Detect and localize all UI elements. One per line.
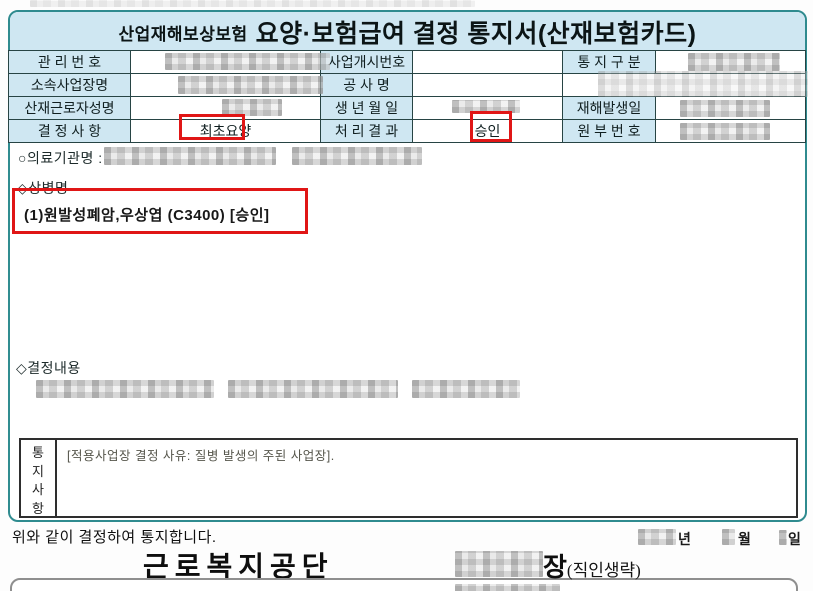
redacted-decision-2 [228, 380, 398, 398]
redacted-decision-1 [36, 380, 214, 398]
signer-line: 장 (직인생략) [543, 547, 641, 584]
table-row-decision: 결 정 사 항 최초요양 처 리 결 과 승인 원 부 번 호 [8, 119, 806, 143]
redacted-management-number [165, 53, 330, 70]
redacted-medical-org-2 [292, 147, 422, 165]
decision-content-label: ◇결정내용 [16, 360, 81, 376]
closing-statement: 위와 같이 결정하여 통지합니다. [12, 529, 217, 546]
redacted-workplace-name [178, 76, 323, 94]
seal-omitted-note: (직인생략) [566, 561, 641, 580]
label-management-number: 관 리 번 호 [8, 50, 131, 74]
redacted-medical-org-1 [104, 147, 276, 165]
table-row-management: 관 리 번 호 사업개시번호 통 지 구 분 [8, 50, 806, 74]
redacted-accident-date [680, 100, 770, 117]
label-worker-name: 산재근로자성명 [8, 96, 131, 120]
title-bar: 산업재해보상보험 요양·보험급여 결정 통지서(산재보험카드) [10, 12, 805, 52]
info-table: 관 리 번 호 사업개시번호 통 지 구 분 소속사업장명 공 사 명 산재근로… [8, 50, 806, 143]
row2-right-redacted-cell [562, 73, 806, 97]
label-business-start-number: 사업개시번호 [320, 50, 413, 74]
redacted-month [722, 529, 735, 545]
redacted-notice-type [688, 53, 780, 71]
redacted-day [779, 530, 787, 545]
redacted-row2-right [598, 71, 808, 97]
redacted-bottom-note [455, 584, 560, 591]
month-label: 월 [738, 531, 751, 547]
redacted-ledger-number [680, 123, 770, 140]
redacted-year [638, 529, 676, 545]
label-notice-type: 통 지 구 분 [562, 50, 656, 74]
highlight-box-first-treatment [179, 114, 245, 140]
value-decision-matter: 최초요양 [130, 119, 321, 143]
disease-entry: (1)원발성폐암,우상엽 (C3400) [승인] [24, 207, 270, 224]
label-decision-matter: 결 정 사 항 [8, 119, 131, 143]
value-processing-result: 승인 [412, 119, 563, 143]
title-prefix: 산업재해보상보험 [118, 24, 248, 44]
notice-content: [적용사업장 결정 사유: 질병 발생의 주된 사업장]. [67, 449, 335, 463]
value-business-start-number [412, 50, 563, 74]
redacted-decision-3 [412, 380, 520, 398]
redacted-signer-name [455, 551, 543, 577]
label-ledger-number: 원 부 번 호 [562, 119, 656, 143]
label-workplace-name: 소속사업장명 [8, 73, 131, 97]
redacted-worker-name [222, 99, 282, 116]
label-processing-result: 처 리 결 과 [320, 119, 413, 143]
bottom-section-box [10, 578, 798, 591]
page-title: 요양·보험급여 결정 통지서(산재보험카드) [255, 20, 697, 48]
label-accident-date: 재해발생일 [562, 96, 656, 120]
notice-items-box: 통지사항 [적용사업장 결정 사유: 질병 발생의 주된 사업장]. [19, 438, 798, 518]
highlight-box-approved [470, 111, 512, 142]
redacted-top-note [30, 0, 475, 7]
notice-label-cell: 통지사항 [21, 440, 57, 516]
label-birth-date: 생 년 월 일 [320, 96, 413, 120]
notice-label: 통지사항 [32, 445, 44, 516]
signer-suffix: 장 [543, 553, 567, 582]
medical-org-label: ○의료기관명 : [18, 150, 103, 166]
day-label: 일 [788, 531, 801, 547]
label-construction-name: 공 사 명 [320, 73, 413, 97]
redacted-birth-date [452, 100, 520, 113]
highlight-box-disease [12, 188, 308, 234]
year-label: 년 [678, 531, 691, 547]
org-name: 근로복지공단 [143, 552, 334, 583]
value-construction-name [412, 73, 563, 97]
